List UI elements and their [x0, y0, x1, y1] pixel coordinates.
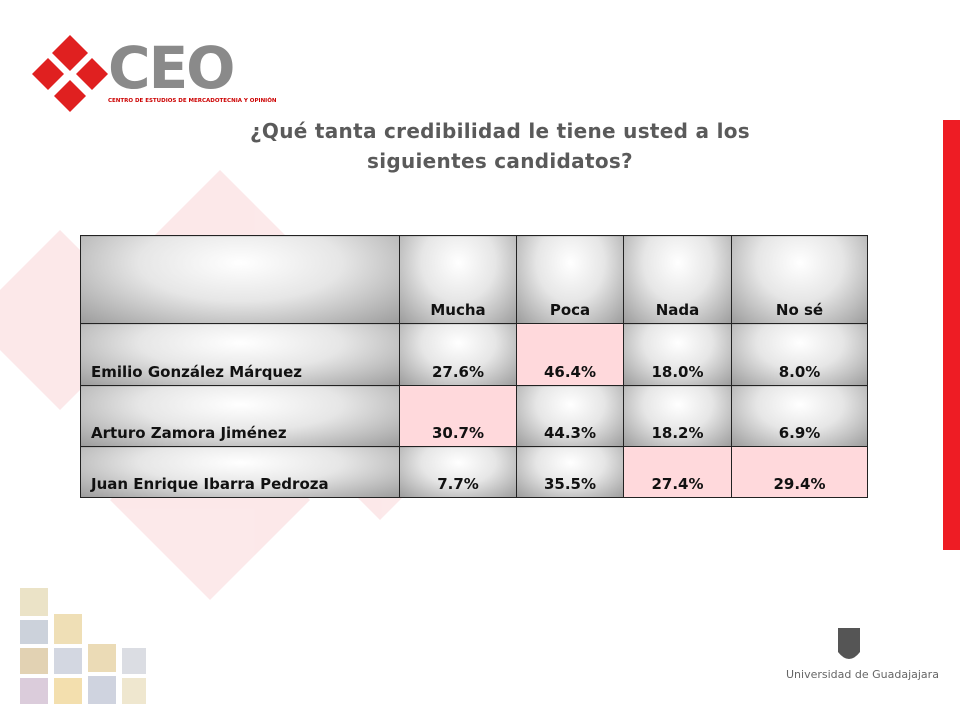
row-label: Juan Enrique Ibarra Pedroza: [80, 446, 400, 498]
column-header: Poca: [516, 235, 624, 324]
table-cell: 29.4%: [731, 446, 868, 498]
header-cell: [80, 235, 400, 324]
table-cell: 7.7%: [399, 446, 517, 498]
slide-title: ¿Qué tanta credibilidad le tiene usted a…: [250, 119, 750, 173]
table-cell: 27.4%: [623, 446, 732, 498]
table-cell: 30.7%: [399, 385, 517, 447]
column-header: Mucha: [399, 235, 517, 324]
table-cell: 8.0%: [731, 323, 868, 386]
logo: CEO: [108, 34, 235, 102]
column-header: Nada: [623, 235, 732, 324]
table-cell: 46.4%: [516, 323, 624, 386]
table-cell: 18.0%: [623, 323, 732, 386]
logo-subtitle: CENTRO DE ESTUDIOS DE MERCADOTECNIA Y OP…: [108, 98, 277, 104]
table-cell: 6.9%: [731, 385, 868, 447]
column-header: No sé: [731, 235, 868, 324]
row-label: Arturo Zamora Jiménez: [80, 385, 400, 447]
table-cell: 27.6%: [399, 323, 517, 386]
table-row: Juan Enrique Ibarra Pedroza 7.7% 35.5% 27.4…: [80, 446, 868, 498]
table-cell: 18.2%: [623, 385, 732, 447]
university-name: Universidad de Guadajajara: [786, 668, 939, 681]
table-cell: 35.5%: [516, 446, 624, 498]
table-row: Arturo Zamora Jiménez 30.7% 44.3% 18.2% 6.9%: [80, 385, 868, 447]
table-cell: 44.3%: [516, 385, 624, 447]
header-row: Mucha Poca Nada No sé: [80, 235, 868, 324]
data-table: Mucha Poca Nada No sé Emilio González Márque…: [80, 235, 868, 498]
table-row: Emilio González Márquez 27.6% 46.4% 18.0% 8.…: [80, 323, 868, 386]
row-label: Emilio González Márquez: [80, 323, 400, 386]
